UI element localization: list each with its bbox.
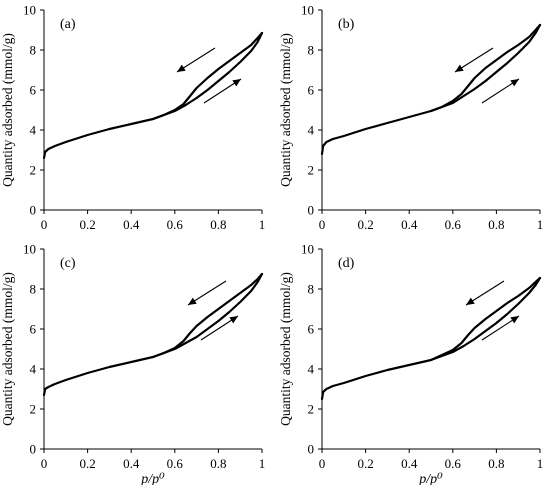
y-tick-label: 2: [308, 163, 315, 178]
x-tick-label: 0.4: [123, 456, 140, 471]
y-tick-label: 10: [301, 3, 314, 18]
y-tick-label: 2: [30, 402, 37, 417]
desorption-curve: [151, 31, 264, 121]
y-tick-label: 10: [23, 242, 36, 257]
x-tick-label: 0: [41, 456, 48, 471]
adsorption-curve: [42, 31, 264, 160]
x-tick-label: 0.2: [357, 217, 373, 232]
y-tick-label: 2: [30, 163, 37, 178]
x-tick-label: 0: [41, 217, 48, 232]
desorption-curve: [151, 272, 264, 359]
y-tick-label: 8: [308, 282, 315, 297]
y-axis-label: Quantity adsorbed (mmol/g): [278, 272, 293, 426]
x-tick-label: 0.6: [445, 217, 462, 232]
desorption-arrow-head: [455, 64, 464, 72]
desorption-arrow-head: [466, 297, 475, 305]
y-tick-label: 2: [308, 402, 315, 417]
adsorption-arrow-head: [232, 79, 241, 87]
desorption-curve: [429, 23, 542, 113]
y-axis-label: Quantity adsorbed (mmol/g): [278, 33, 293, 187]
y-tick-label: 6: [30, 322, 37, 337]
y-tick-label: 6: [308, 322, 315, 337]
y-tick-label: 10: [23, 3, 36, 18]
y-tick-label: 0: [308, 442, 315, 457]
y-tick-label: 10: [301, 242, 314, 257]
x-tick-label: 0.6: [445, 456, 462, 471]
y-tick-label: 6: [30, 83, 37, 98]
y-axis-label: Quantity adsorbed (mmol/g): [0, 33, 15, 187]
y-tick-label: 4: [308, 123, 315, 138]
y-tick-label: 4: [30, 123, 37, 138]
x-tick-label: 0: [319, 456, 326, 471]
x-tick-label: 1: [259, 456, 266, 471]
x-tick-label: 0.8: [210, 456, 226, 471]
y-tick-label: 4: [308, 362, 315, 377]
panel-label: (c): [60, 256, 76, 271]
adsorption-arrow-head: [229, 316, 238, 324]
panel-label: (b): [338, 17, 355, 32]
x-tick-label: 0: [319, 217, 326, 232]
x-axis-label: p/p⁰: [418, 472, 443, 485]
y-tick-label: 0: [308, 203, 315, 218]
x-tick-label: 0.2: [79, 456, 95, 471]
y-tick-label: 0: [30, 442, 37, 457]
desorption-curve: [429, 276, 542, 362]
x-tick-label: 1: [537, 217, 544, 232]
x-tick-label: 1: [259, 217, 266, 232]
x-tick-label: 0.2: [357, 456, 373, 471]
y-tick-label: 4: [30, 362, 37, 377]
x-tick-label: 0.4: [401, 217, 418, 232]
x-tick-label: 0.6: [167, 456, 184, 471]
x-tick-label: 0.8: [210, 217, 226, 232]
x-tick-label: 0.4: [401, 456, 418, 471]
x-tick-label: 0.6: [167, 217, 184, 232]
adsorption-curve: [42, 272, 264, 397]
y-tick-label: 8: [30, 282, 37, 297]
desorption-arrow-head: [188, 297, 197, 305]
desorption-arrow-head: [177, 64, 186, 72]
x-tick-label: 0.8: [488, 217, 504, 232]
y-tick-label: 0: [30, 203, 37, 218]
y-tick-label: 6: [308, 83, 315, 98]
panel-label: (a): [60, 17, 76, 32]
y-tick-label: 8: [30, 43, 37, 58]
y-tick-label: 8: [308, 43, 315, 58]
adsorption-curve: [320, 276, 542, 401]
y-axis-label: Quantity adsorbed (mmol/g): [0, 272, 15, 426]
adsorption-curve: [320, 23, 542, 156]
x-tick-label: 1: [537, 456, 544, 471]
adsorption-arrow-head: [510, 79, 519, 87]
x-tick-label: 0.2: [79, 217, 95, 232]
x-tick-label: 0.8: [488, 456, 504, 471]
adsorption-arrow-head: [510, 316, 519, 324]
x-tick-label: 0.4: [123, 217, 140, 232]
x-axis-label: p/p⁰: [140, 472, 165, 485]
panel-label: (d): [338, 256, 355, 271]
